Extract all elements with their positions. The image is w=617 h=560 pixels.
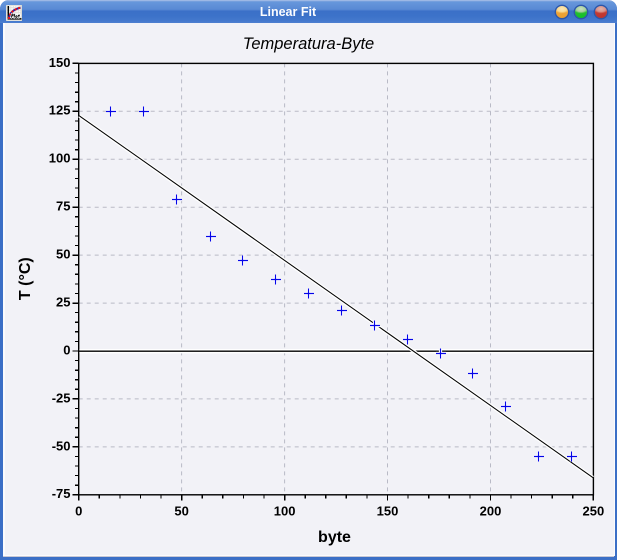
svg-text:250: 250 [583,503,605,518]
svg-text:150: 150 [377,503,399,518]
svg-text:100: 100 [274,503,296,518]
svg-text:T (°C): T (°C) [17,257,34,300]
svg-text:50: 50 [174,503,188,518]
svg-text:0: 0 [75,503,82,518]
svg-text:75: 75 [56,199,70,214]
svg-text:50: 50 [56,247,70,262]
svg-text:100: 100 [49,151,71,166]
svg-text:125: 125 [49,103,71,118]
svg-text:150: 150 [49,55,71,70]
svg-text:25: 25 [56,295,70,310]
svg-text:200: 200 [480,503,502,518]
svg-text:-50: -50 [52,438,71,453]
svg-text:-25: -25 [52,390,71,405]
svg-text:Temperatura-Byte: Temperatura-Byte [243,35,374,53]
svg-text:byte: byte [318,529,351,546]
svg-text:-75: -75 [52,486,71,501]
svg-text:0: 0 [63,342,70,357]
